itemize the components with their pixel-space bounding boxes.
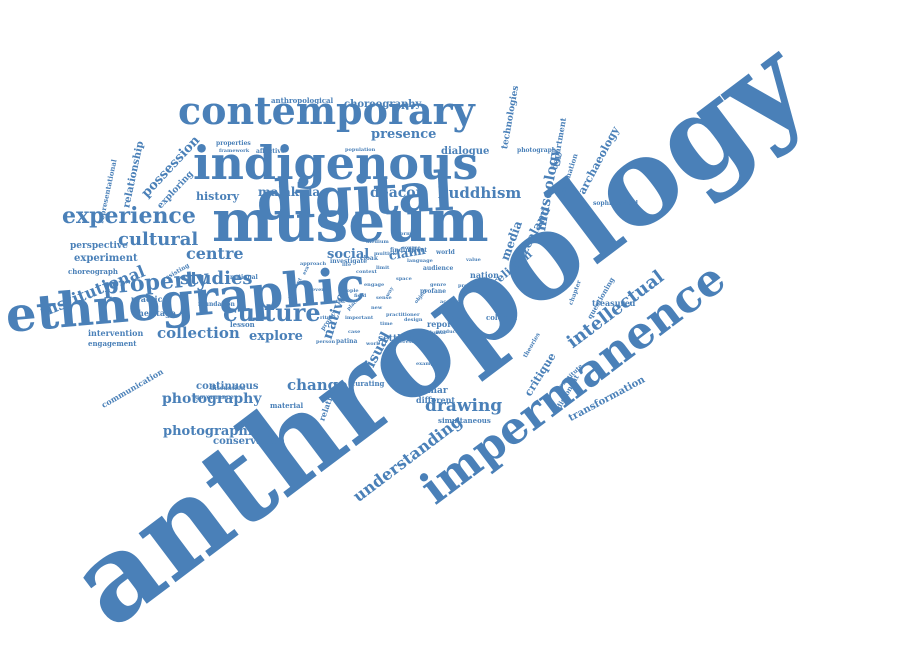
word-national: national (230, 275, 258, 281)
word-design: design (404, 318, 423, 323)
word-world: world (436, 250, 455, 256)
word-context: context (356, 270, 377, 275)
word-governance: governance (195, 395, 234, 401)
word-anthropological: anthropological (271, 97, 333, 104)
word-source: source (402, 246, 421, 251)
word-material: material (270, 402, 303, 409)
word-dialogue: dialogue (441, 147, 489, 157)
word-sense: sense (376, 296, 392, 301)
word-life: life (342, 263, 351, 268)
word-form: form (398, 232, 411, 237)
word-foundation: foundation (198, 302, 235, 308)
word-patina: patina (336, 339, 357, 345)
word-important: important (345, 316, 373, 321)
word-multiple: multiple (374, 252, 398, 257)
word-production: production (436, 330, 467, 335)
word-example: example (416, 362, 439, 367)
word-time: time (380, 322, 393, 327)
word-framework: framework (219, 149, 249, 154)
word-medium: medium (366, 240, 389, 245)
word-genre: genre (430, 283, 446, 288)
word-person: person (316, 340, 335, 345)
word-affective: affective (256, 149, 285, 155)
word-change: change (287, 378, 348, 393)
word-collection: collection (157, 326, 240, 341)
word-centre: centre (186, 246, 244, 262)
word-curating: curating (351, 380, 384, 387)
word-value: value (466, 258, 481, 263)
word-account: account (440, 300, 462, 305)
word-explore: explore (249, 330, 303, 343)
word-interest: interest (392, 340, 414, 345)
word-space: space (396, 277, 412, 282)
word-relationship: relationship (122, 140, 146, 209)
word-nation: nation (470, 271, 499, 279)
word-case: case (348, 330, 360, 335)
word-report: report (427, 320, 455, 328)
word-deacon: deacon (370, 186, 426, 200)
word-approach: approach (300, 262, 326, 267)
word-sophisticated: sophisticated (593, 201, 638, 207)
word-audience: audience (423, 266, 453, 272)
word-engage: engage (364, 283, 384, 288)
word-choreography: choreography (344, 100, 421, 110)
word-history: history (196, 191, 239, 202)
word-limit: limit (376, 266, 389, 271)
word-engagement: engagement (88, 340, 137, 347)
word-practice: practice (131, 295, 168, 303)
word-image: image (452, 316, 469, 321)
word-work: work (366, 342, 380, 347)
word-population: population (345, 148, 375, 153)
word-heritage: heritage (138, 309, 176, 317)
word-photograph: photograph (517, 148, 556, 154)
word-intervention: intervention (88, 329, 143, 337)
word-field: field (354, 294, 366, 299)
word-artist: artist (330, 300, 345, 305)
word-simultaneous: simultaneous (438, 417, 491, 424)
word-perspective: perspective (70, 242, 128, 251)
word-choreograph: choreograph (68, 268, 118, 275)
word-lesson: lesson (230, 321, 255, 328)
word-process: process (458, 284, 479, 289)
word-experiment: experiment (74, 254, 138, 264)
word-language: language (407, 259, 433, 264)
word-communication: communication (100, 367, 164, 409)
word-colonial: colonial (486, 314, 517, 321)
word-different: different (416, 396, 455, 404)
word-malakula: malakula (258, 186, 320, 198)
word-new: new (371, 306, 382, 311)
word-discussion: discussion (210, 386, 245, 392)
word-conservation: conservation (213, 437, 285, 447)
word-buddhism: buddhism (438, 186, 521, 201)
word-technologies: technologies (501, 85, 521, 150)
word-ritual: ritual (320, 316, 336, 321)
word-event: event (312, 288, 327, 293)
word-presence: presence (371, 128, 436, 141)
word-properties: properties (216, 141, 251, 147)
